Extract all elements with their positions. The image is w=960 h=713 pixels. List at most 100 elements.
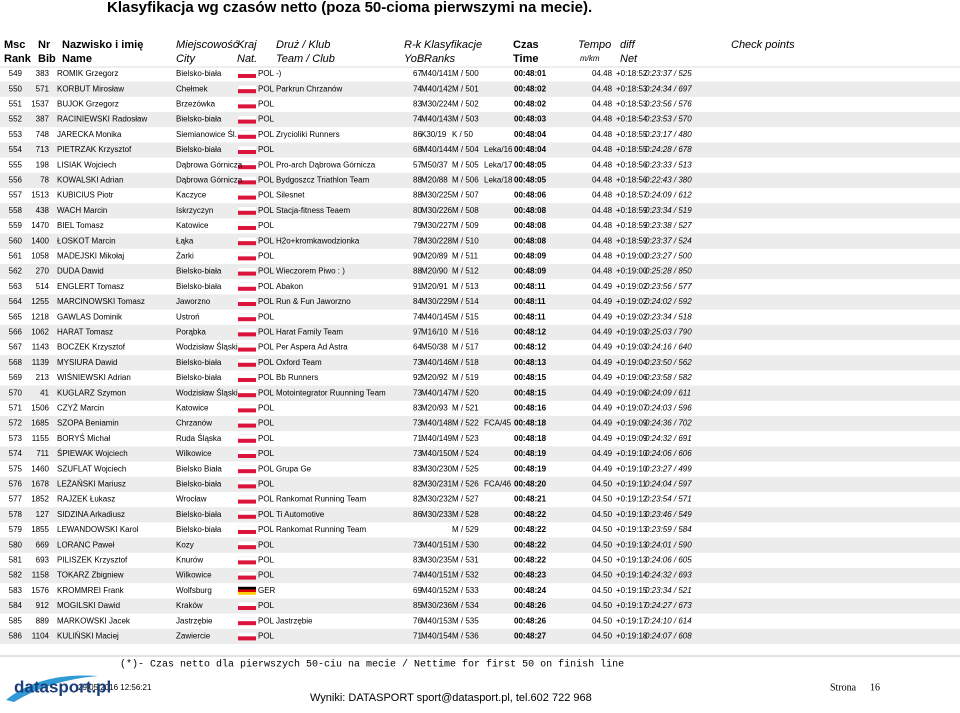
- column-header: Druż / Klub: [276, 39, 330, 51]
- cell: 00:48:22: [514, 525, 547, 534]
- cell: Silesnet: [276, 191, 305, 200]
- cell: 0:22:43 / 380: [645, 176, 692, 185]
- cell: 558: [9, 206, 23, 215]
- cell: HARAT Tomasz: [57, 328, 113, 337]
- cell: POL: [258, 373, 275, 382]
- cell: M / 513: [452, 282, 479, 291]
- cell: 549: [9, 69, 23, 78]
- cell: M40/149: [421, 434, 453, 443]
- cell: 570: [9, 388, 23, 397]
- cell: M20/90: [421, 267, 448, 276]
- flag: [237, 556, 257, 561]
- cell: 585: [9, 616, 23, 625]
- cell: 577: [9, 495, 23, 504]
- cell: 74: [413, 84, 422, 93]
- cell: +0:19:15: [616, 586, 648, 595]
- cell: 00:48:22: [514, 540, 547, 549]
- cell: M40/147: [421, 388, 453, 397]
- cell: 00:48:19: [514, 449, 547, 458]
- cell: Zawiercie: [176, 632, 211, 641]
- cell: M40/145: [421, 312, 453, 321]
- row-stripe: [0, 598, 960, 614]
- flag: [237, 632, 257, 637]
- cell: M / 536: [452, 632, 479, 641]
- flag: [238, 347, 256, 352]
- cell: MYSIURA Dawid: [57, 358, 117, 367]
- cell: M40/150: [421, 449, 453, 458]
- cell: +0:18:56: [616, 176, 648, 185]
- cell: 00:48:04: [514, 130, 547, 139]
- cell: 00:48:11: [514, 312, 546, 321]
- cell: POL: [258, 297, 275, 306]
- cell: 00:48:08: [514, 206, 547, 215]
- cell: POL: [258, 69, 275, 78]
- column-header: m/km: [580, 54, 600, 63]
- cell: 553: [9, 130, 23, 139]
- cell: +0:18:59: [616, 236, 648, 245]
- cell: M / 524: [452, 449, 479, 458]
- cell: MARCINOWSKI Tomasz: [57, 297, 145, 306]
- cell: 387: [36, 115, 50, 124]
- cell: 889: [36, 616, 50, 625]
- cell: POL: [258, 388, 275, 397]
- cell: 1460: [31, 464, 49, 473]
- cell: 0:24:34 / 697: [645, 84, 692, 93]
- cell: MOGILSKI Dawid: [57, 601, 120, 610]
- cell: 04.50: [592, 632, 613, 641]
- cell: M / 520: [452, 388, 479, 397]
- cell: M50/38: [421, 343, 448, 352]
- cell: 04.49: [592, 343, 613, 352]
- cell: 0:23:27 / 500: [645, 252, 692, 261]
- column-header: Nazwisko i imię: [62, 39, 143, 51]
- flag: [238, 302, 256, 306]
- cell: M / 529: [452, 525, 479, 534]
- cell: +0:19:02: [616, 282, 648, 291]
- cell: M / 505: [452, 160, 479, 169]
- column-header: Rank: [4, 53, 32, 65]
- cell: 04.49: [592, 464, 613, 473]
- cell: Bielsko-biała: [176, 115, 222, 124]
- cell: 92: [413, 373, 422, 382]
- column-header: Time: [513, 53, 538, 65]
- cell: Leka/17: [484, 160, 513, 169]
- cell: Wodzisław Śląski: [176, 388, 238, 397]
- cell: 84: [413, 297, 422, 306]
- flag: [237, 328, 257, 333]
- cell: 00:48:21: [514, 495, 547, 504]
- flag: [238, 150, 256, 154]
- cell: Iskrzyczyn: [176, 206, 213, 215]
- contact: Wyniki: DATASPORT sport@datasport.pl, te…: [310, 692, 592, 704]
- cell: M30/226: [421, 206, 453, 215]
- flag: [238, 226, 256, 230]
- cell: 00:48:05: [514, 176, 547, 185]
- flag: [238, 180, 256, 185]
- cell: Parkrun Chrzanów: [276, 84, 342, 93]
- cell: Knurów: [176, 556, 203, 565]
- cell: M30/236: [421, 601, 453, 610]
- cell: 1104: [32, 632, 50, 641]
- column-header: YoB: [404, 53, 424, 65]
- cell: +0:18:52: [616, 69, 648, 78]
- cell: 00:48:11: [514, 297, 546, 306]
- flag: [238, 362, 256, 367]
- cell: Ti Automotive: [276, 510, 325, 519]
- cell: Wrocław: [176, 495, 207, 504]
- cell: 213: [36, 373, 50, 382]
- cell: DUDA Dawid: [57, 267, 104, 276]
- cell: Brzezówka: [176, 100, 216, 109]
- cell: 04.48: [592, 84, 613, 93]
- cell: 00:48:05: [514, 160, 547, 169]
- cell: 566: [9, 328, 23, 337]
- flag: [237, 313, 257, 318]
- cell: K30/19: [421, 130, 447, 139]
- cell: 0:23:37 / 525: [645, 69, 692, 78]
- flag: [237, 419, 257, 424]
- cell: Kozy: [176, 540, 194, 549]
- cell: M / 514: [452, 297, 479, 306]
- row-stripe: [0, 476, 960, 492]
- cell: POL: [258, 556, 275, 565]
- cell: Jaworzno: [176, 297, 211, 306]
- cell: 00:48:22: [514, 510, 547, 519]
- cell: POL: [258, 616, 275, 625]
- cell: 83: [413, 100, 422, 109]
